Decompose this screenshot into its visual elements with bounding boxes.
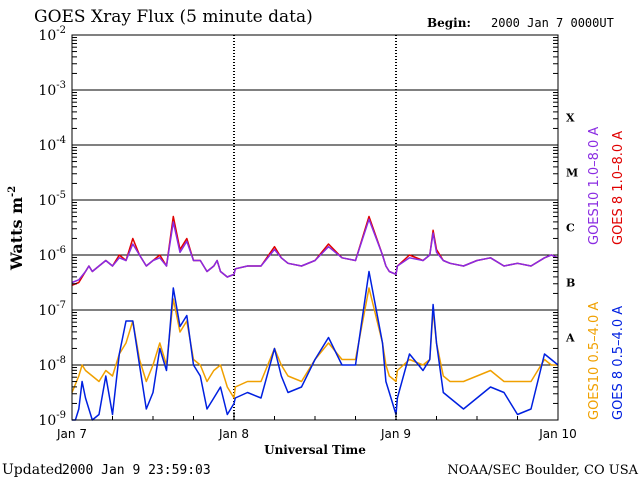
x-tick-label: Jan 8 [218, 427, 249, 441]
y-axis-ticks: 10-2 10-3 10-4 10-5 10-6 10-7 10-8 10-9 [38, 25, 558, 429]
y-tick-label: 10-2 [38, 25, 66, 44]
grid-layer [72, 35, 558, 420]
begin-value: 2000 Jan 7 0000UT [491, 16, 614, 30]
y-axis-label: Watts m-2 [7, 186, 26, 271]
flare-class-label: M [566, 167, 578, 180]
series-line [71, 218, 559, 284]
flare-class-label: B [566, 277, 575, 290]
y-tick-label: 10-3 [38, 80, 66, 99]
y-tick-label: 10-6 [38, 245, 66, 264]
y-tick-label: 10-9 [38, 410, 66, 429]
y-tick-label: 10-5 [38, 190, 66, 209]
series-layer [71, 215, 559, 421]
x-axis-ticks: Jan 7 Jan 8 Jan 9 Jan 10 [56, 412, 577, 441]
begin-label: Begin: [427, 16, 471, 30]
flare-class-label: C [566, 222, 575, 235]
y-tick-label: 10-7 [38, 300, 66, 319]
series-line [72, 270, 559, 421]
credit: NOAA/SEC Boulder, CO USA [447, 463, 638, 478]
plot-frame [71, 34, 559, 421]
x-axis-label: Universal Time [264, 443, 366, 457]
chart-title: GOES Xray Flux (5 minute data) [34, 7, 313, 27]
y-tick-label: 10-4 [38, 135, 66, 154]
legend-entry: GOES 8 0.5–4.0 A [611, 306, 626, 420]
flare-class-label: A [565, 332, 575, 345]
legend: GOES10 1.0–8.0 A GOES 8 1.0–8.0 A GOES10 0… [587, 127, 626, 420]
x-tick-label: Jan 9 [380, 427, 411, 441]
legend-entry: GOES10 0.5–4.0 A [587, 302, 602, 420]
y-tick-label: 10-8 [38, 355, 66, 374]
x-tick-label: Jan 7 [56, 427, 87, 441]
flare-class-label: X [566, 112, 575, 125]
legend-entry: GOES10 1.0–8.0 A [587, 127, 602, 245]
updated-value: 2000 Jan 9 23:59:03 [62, 463, 211, 478]
flare-class-labels: X M C B A [565, 112, 578, 345]
legend-entry: GOES 8 1.0–8.0 A [611, 131, 626, 245]
x-tick-label: Jan 10 [538, 427, 577, 441]
updated-label: Updated [2, 462, 63, 478]
series-line [71, 287, 558, 399]
series-line [71, 215, 559, 286]
